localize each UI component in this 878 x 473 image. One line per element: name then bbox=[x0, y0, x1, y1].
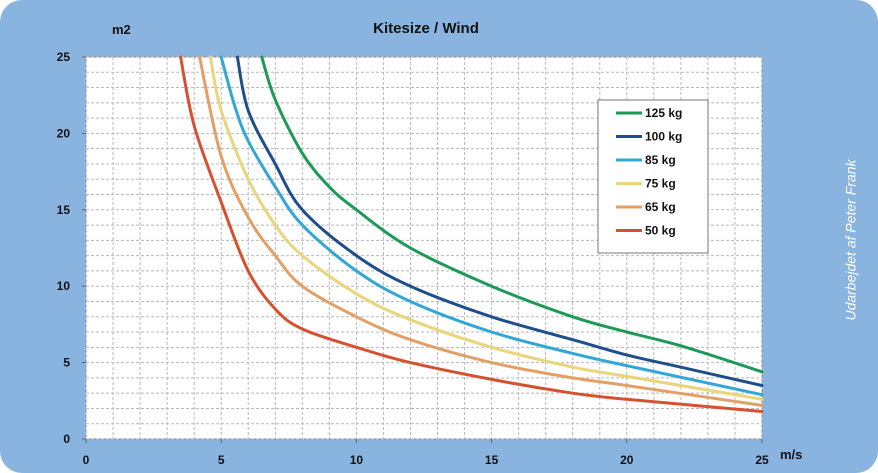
series-line bbox=[179, 55, 764, 413]
y-tick-label: 10 bbox=[57, 279, 71, 293]
chart-title: Kitesize / Wind bbox=[373, 20, 479, 37]
series-line bbox=[208, 55, 764, 401]
legend-label: 65 kg bbox=[645, 200, 676, 214]
series-line bbox=[235, 55, 764, 387]
x-tick-label: 15 bbox=[485, 453, 499, 467]
x-tick-label: 5 bbox=[218, 453, 225, 467]
series-line bbox=[260, 55, 764, 374]
x-tick-label: 20 bbox=[620, 453, 634, 467]
x-tick-label: 0 bbox=[83, 453, 90, 467]
y-tick-label: 15 bbox=[57, 203, 71, 217]
x-tick-label: 10 bbox=[350, 453, 364, 467]
y-tick-label: 25 bbox=[57, 50, 71, 64]
series-lines bbox=[179, 55, 764, 413]
y-tick-label: 20 bbox=[57, 126, 71, 140]
legend-label: 75 kg bbox=[645, 177, 676, 191]
x-tick-label: 25 bbox=[755, 453, 769, 467]
legend-label: 100 kg bbox=[645, 130, 682, 144]
legend-label: 125 kg bbox=[645, 106, 682, 120]
legend-label: 50 kg bbox=[645, 224, 676, 238]
y-tick-label: 0 bbox=[63, 432, 70, 446]
x-axis-unit: m/s bbox=[780, 447, 803, 462]
legend-box bbox=[597, 99, 709, 254]
series-line bbox=[198, 55, 764, 407]
legend: 125 kg 100 kg 85 kg 75 kg 65 kg 50 kg bbox=[597, 99, 709, 254]
y-axis-unit: m2 bbox=[112, 22, 131, 37]
series-line bbox=[219, 55, 764, 397]
axis-ticks: 0 5 10 15 20 25 0 5 10 15 20 25 bbox=[57, 50, 769, 467]
y-tick-label: 5 bbox=[63, 356, 70, 370]
legend-label: 85 kg bbox=[645, 153, 676, 167]
